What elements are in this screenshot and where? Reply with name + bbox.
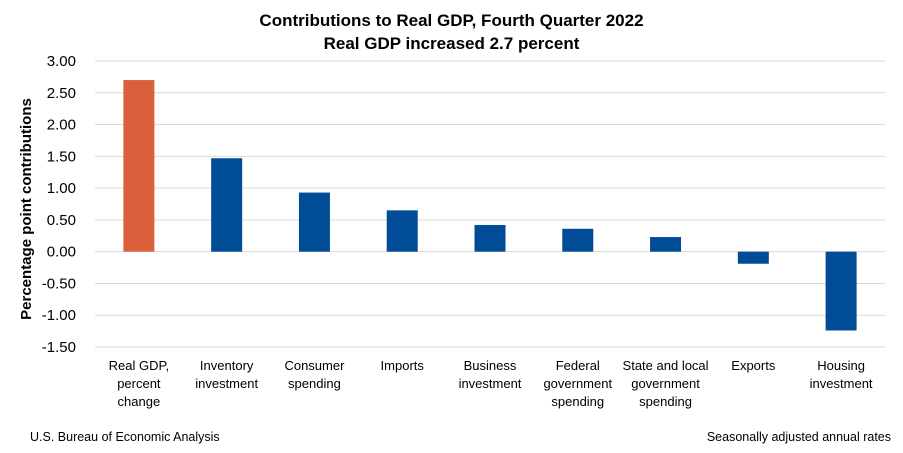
x-category-label: Inventory investment xyxy=(195,358,258,391)
chart-title-line: Contributions to Real GDP, Fourth Quarte… xyxy=(259,11,644,30)
x-category-label-line: government xyxy=(631,376,700,391)
x-category-label-line: Consumer xyxy=(284,358,345,373)
y-tick-label: 3.00 xyxy=(47,53,76,70)
x-category-label: Business investment xyxy=(459,358,522,391)
x-category-label-line: investment xyxy=(810,376,873,391)
x-category-label: Consumer spending xyxy=(284,358,345,391)
x-category-label: Exports xyxy=(731,358,776,373)
seasonal-adjustment-note: Seasonally adjusted annual rates xyxy=(706,430,891,444)
x-category-label-line: investment xyxy=(195,376,258,391)
x-category-label-line: Real GDP, xyxy=(109,358,169,373)
y-tick-label: 2.50 xyxy=(47,85,76,102)
x-axis-labels: Real GDP, percent change Inventory investmen… xyxy=(109,358,873,409)
x-category-label-line: percent xyxy=(117,376,161,391)
bars xyxy=(123,80,857,331)
bar xyxy=(737,251,769,264)
y-tick-label: -1.50 xyxy=(42,339,76,356)
y-axis-ticks: 3.00 2.50 2.00 1.50 1.00 0.50 0.00 -0.50 -1.00 -1… xyxy=(42,53,76,356)
y-tick-label: 1.00 xyxy=(47,180,76,197)
y-tick-label: 0.50 xyxy=(47,212,76,229)
x-category-label: Housing investment xyxy=(810,358,873,391)
y-tick-label: 2.00 xyxy=(47,117,76,134)
x-category-label: Real GDP, percent change xyxy=(109,358,169,409)
x-category-label-line: spending xyxy=(288,376,341,391)
bar xyxy=(123,80,155,252)
bar xyxy=(386,210,418,252)
y-tick-label: 1.50 xyxy=(47,148,76,165)
bar xyxy=(562,228,594,252)
chart-title: Contributions to Real GDP, Fourth Quarte… xyxy=(0,9,903,55)
y-tick-label: -0.50 xyxy=(42,275,76,292)
y-axis-label: Percentage point contributions xyxy=(18,98,35,320)
x-category-label-line: Imports xyxy=(381,358,425,373)
x-category-label-line: government xyxy=(543,376,612,391)
x-category-label-line: spending xyxy=(551,394,604,409)
x-category-label-line: State and local xyxy=(623,358,709,373)
x-category-label-line: spending xyxy=(639,394,692,409)
y-tick-label: -1.00 xyxy=(42,307,76,324)
x-category-label-line: Exports xyxy=(731,358,776,373)
bar xyxy=(211,158,243,252)
x-category-label-line: Housing xyxy=(817,358,865,373)
bar xyxy=(825,251,857,331)
x-category-label-line: investment xyxy=(459,376,522,391)
x-category-label: Imports xyxy=(381,358,425,373)
x-category-label-line: Inventory xyxy=(200,358,254,373)
x-category-label: State and local government spending xyxy=(623,358,709,409)
x-category-label-line: Business xyxy=(464,358,517,373)
bar xyxy=(650,237,682,252)
bar xyxy=(298,192,330,252)
x-category-label-line: change xyxy=(118,394,161,409)
source-note: U.S. Bureau of Economic Analysis xyxy=(30,430,220,444)
chart-subtitle: Real GDP increased 2.7 percent xyxy=(323,34,580,53)
y-tick-label: 0.00 xyxy=(47,244,76,261)
bar xyxy=(474,224,506,252)
x-category-label: Federal government spending xyxy=(543,358,612,409)
x-category-label-line: Federal xyxy=(556,358,600,373)
